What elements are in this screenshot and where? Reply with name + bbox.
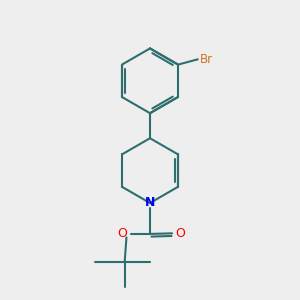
Text: O: O	[117, 227, 127, 240]
Text: Br: Br	[200, 53, 213, 66]
Text: O: O	[176, 227, 185, 240]
Text: N: N	[145, 196, 155, 209]
